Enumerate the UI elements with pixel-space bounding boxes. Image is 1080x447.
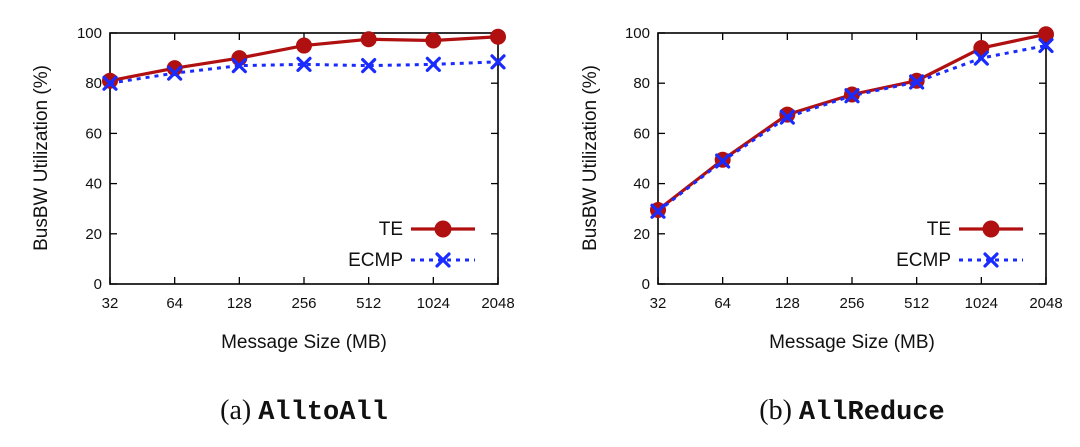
x-tick-label: 1024	[965, 295, 998, 312]
y-axis-title: BusBW Utilization (%)	[31, 65, 52, 251]
data-point-ecmp	[650, 203, 666, 219]
legend-label-te: TE	[379, 219, 403, 240]
chart-panel-alltoall: 0 20 40 60 80 100 32 64 128 256 512 1024 2048 BusBW …	[31, 25, 515, 428]
data-point-ecmp	[361, 58, 377, 74]
data-point-te	[1038, 26, 1054, 43]
x-tick-label: 512	[356, 295, 381, 312]
legend-marker-ecmp	[983, 252, 999, 268]
data-point-ecmp	[909, 74, 925, 90]
y-tick-label: 100	[77, 25, 102, 42]
x-tick-label: 64	[166, 295, 183, 312]
legend-x-icon	[983, 252, 999, 268]
data-point-ecmp	[231, 58, 247, 74]
legend-marker-ecmp	[435, 252, 451, 268]
data-point-te	[360, 31, 377, 48]
caption: (b) AllReduce	[759, 395, 944, 428]
x-tick-label: 128	[227, 295, 252, 312]
x-axis-title: Message Size (MB)	[769, 332, 935, 353]
data-point-ecmp	[973, 50, 989, 66]
y-tick-label: 40	[85, 176, 102, 193]
x-tick-label: 2048	[1029, 295, 1062, 312]
x-axis-title: Message Size (MB)	[221, 332, 387, 353]
data-point-ecmp	[425, 56, 441, 72]
x-tick-label: 128	[775, 295, 800, 312]
y-tick-label: 20	[633, 226, 650, 243]
x-tick-label: 2048	[481, 295, 514, 312]
y-tick-label: 80	[633, 75, 650, 92]
chart-panel-allreduce: 0 20 40 60 80 100 32 64 128 256 512 1024 2048 BusBW …	[580, 25, 1063, 428]
data-point-te	[166, 60, 183, 77]
y-tick-label: 0	[642, 276, 650, 293]
x-tick-label: 64	[714, 295, 731, 312]
y-tick-label: 100	[625, 25, 650, 42]
caption-name: AllReduce	[799, 398, 945, 428]
tick-group: 0 20 40 60 80 100 32 64 128 256 512 1024 2048	[77, 25, 515, 312]
legend: TE ECMP	[348, 219, 475, 271]
y-tick-label: 40	[633, 176, 650, 193]
data-point-ecmp	[102, 75, 118, 91]
series-group	[650, 26, 1054, 219]
data-point-te	[425, 32, 442, 49]
legend-label-ecmp: ECMP	[348, 250, 403, 271]
caption-name: AlltoAll	[258, 398, 388, 428]
data-point-te	[296, 37, 312, 54]
x-tick-label: 256	[839, 295, 864, 312]
data-point-te	[490, 28, 506, 45]
tick-group: 0 20 40 60 80 100 32 64 128 256 512 1024 2048	[625, 25, 1063, 312]
x-tick-label: 1024	[417, 295, 450, 312]
data-point-ecmp	[779, 109, 795, 125]
data-point-ecmp	[296, 56, 312, 72]
y-tick-label: 60	[633, 125, 650, 142]
x-tick-label: 256	[291, 295, 316, 312]
y-tick-label: 80	[85, 75, 102, 92]
series-line-te	[657, 32, 1047, 212]
y-tick-label: 0	[94, 276, 102, 293]
caption-prefix: (a)	[220, 395, 258, 426]
data-point-ecmp	[167, 65, 183, 81]
series-group	[102, 28, 506, 91]
x-tick-label: 32	[650, 295, 667, 312]
caption: (a) AlltoAll	[220, 395, 388, 428]
caption-prefix: (b)	[759, 395, 799, 426]
legend-marker-te	[982, 220, 1000, 238]
y-axis-title: BusBW Utilization (%)	[580, 65, 601, 251]
data-point-ecmp	[490, 54, 506, 70]
data-point-ecmp	[844, 88, 860, 104]
x-tick-label: 32	[102, 295, 119, 312]
data-point-ecmp	[1038, 37, 1054, 54]
x-tick-label: 512	[904, 295, 929, 312]
legend: TE ECMP	[896, 219, 1023, 271]
series-line-ecmp	[657, 44, 1047, 213]
legend-label-ecmp: ECMP	[896, 250, 951, 271]
legend-x-icon	[435, 252, 451, 268]
data-point-te	[102, 72, 118, 89]
y-tick-label: 60	[85, 125, 102, 142]
legend-marker-te	[434, 220, 452, 238]
data-point-ecmp	[715, 153, 731, 169]
y-tick-label: 20	[85, 226, 102, 243]
legend-label-te: TE	[927, 219, 951, 240]
